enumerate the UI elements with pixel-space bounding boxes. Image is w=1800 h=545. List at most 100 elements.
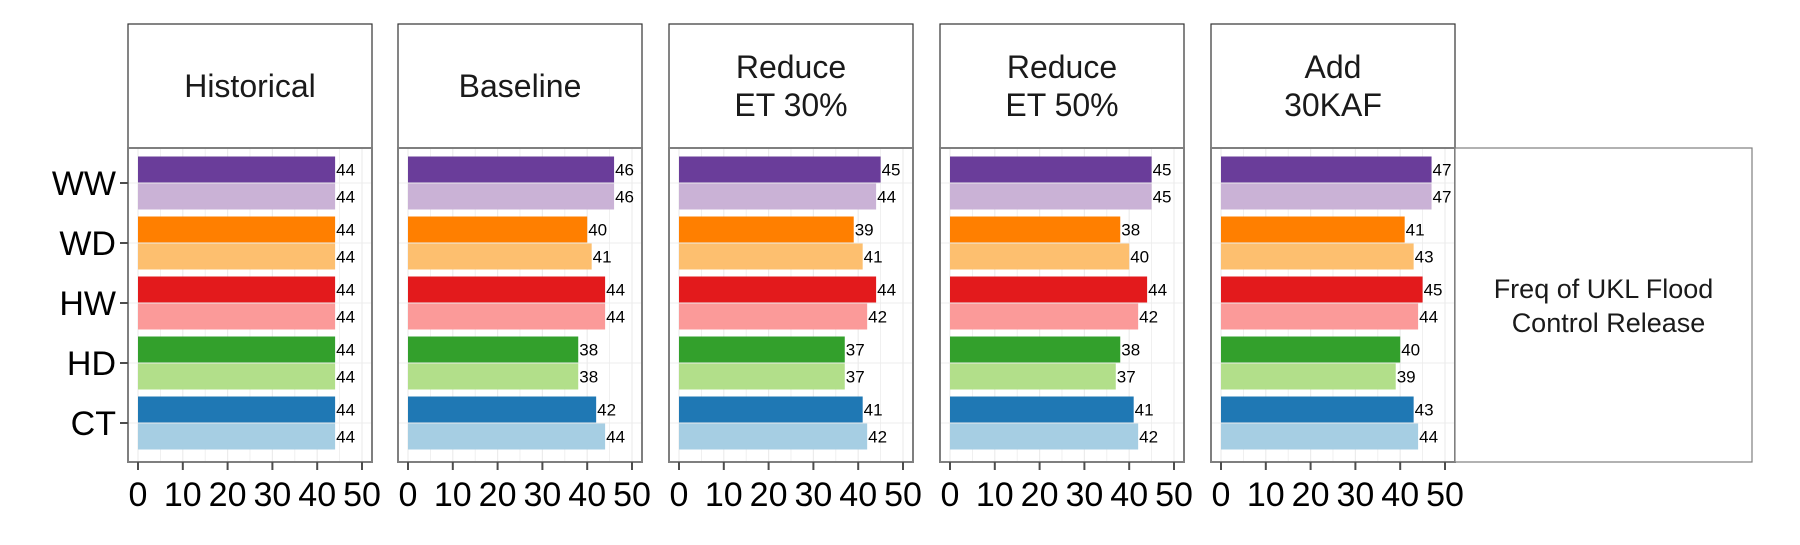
data-label: 37	[846, 341, 865, 360]
data-label: 44	[336, 428, 355, 447]
x-tick-label: 20	[209, 476, 247, 514]
panel-border	[127, 147, 373, 463]
data-label: 41	[1406, 221, 1425, 240]
bar-ww-2	[679, 183, 877, 210]
data-label: 42	[597, 401, 616, 420]
data-label: 43	[1415, 248, 1434, 267]
x-tick-label: 30	[1336, 476, 1374, 514]
data-label: 44	[336, 221, 355, 240]
bar-wd-2	[408, 243, 592, 270]
data-label: 44	[336, 341, 355, 360]
data-label: 44	[1419, 428, 1438, 447]
data-label: 40	[1401, 341, 1420, 360]
bar-hw-1	[1221, 276, 1423, 303]
data-label: 44	[336, 161, 355, 180]
data-label: 38	[1121, 221, 1140, 240]
data-label: 47	[1433, 161, 1452, 180]
bar-hw-1	[408, 276, 606, 303]
bar-ct-1	[679, 396, 863, 423]
bar-hw-2	[408, 303, 606, 330]
data-label: 44	[877, 188, 896, 207]
y-tick-label: WD	[59, 225, 116, 263]
panel-title: Reduce	[736, 49, 846, 85]
x-tick-label: 0	[129, 476, 148, 514]
data-label: 47	[1433, 188, 1452, 207]
data-label: 45	[882, 161, 901, 180]
bar-ww-2	[1221, 183, 1432, 210]
x-tick-label: 10	[164, 476, 202, 514]
x-tick-label: 50	[1426, 476, 1464, 514]
data-label: 44	[1148, 281, 1167, 300]
panel-strip	[397, 23, 643, 149]
x-tick-label: 0	[941, 476, 960, 514]
x-tick-label: 10	[434, 476, 472, 514]
data-label: 44	[336, 248, 355, 267]
x-tick-label: 0	[399, 476, 418, 514]
bar-wd-2	[950, 243, 1130, 270]
data-label: 44	[336, 401, 355, 420]
bar-ww-1	[679, 156, 881, 183]
bar-wd-2	[679, 243, 863, 270]
data-label: 41	[593, 248, 612, 267]
data-label: 44	[606, 308, 625, 327]
x-tick-label: 0	[670, 476, 689, 514]
bar-hd-2	[1221, 363, 1396, 390]
data-label: 40	[588, 221, 607, 240]
data-label: 44	[336, 368, 355, 387]
bar-ww-1	[1221, 156, 1432, 183]
bar-wd-1	[408, 216, 588, 243]
bar-wd-2	[138, 243, 336, 270]
data-label: 39	[1397, 368, 1416, 387]
x-tick-label: 20	[1292, 476, 1330, 514]
x-tick-label: 30	[1065, 476, 1103, 514]
panel-strip	[1210, 23, 1456, 149]
panel-title: Baseline	[459, 68, 582, 104]
bar-ct-1	[950, 396, 1134, 423]
bar-hd-1	[679, 336, 845, 363]
bar-ww-1	[950, 156, 1152, 183]
data-label: 43	[1415, 401, 1434, 420]
panel-title: Add	[1305, 49, 1362, 85]
x-tick-label: 10	[1247, 476, 1285, 514]
panel-title: Reduce	[1007, 49, 1117, 85]
x-tick-label: 40	[1110, 476, 1148, 514]
data-label: 39	[855, 221, 874, 240]
row-strip-label: Freq of UKL Flood	[1494, 274, 1714, 304]
x-tick-label: 30	[523, 476, 561, 514]
bar-hd-2	[408, 363, 579, 390]
data-label: 42	[868, 308, 887, 327]
bar-wd-2	[1221, 243, 1414, 270]
data-label: 44	[606, 428, 625, 447]
x-tick-label: 50	[343, 476, 381, 514]
data-label: 46	[615, 188, 634, 207]
bar-ww-1	[138, 156, 336, 183]
data-label: 44	[336, 188, 355, 207]
panel-title: ET 30%	[734, 87, 847, 123]
data-label: 42	[868, 428, 887, 447]
data-label: 42	[1139, 308, 1158, 327]
panel-border	[939, 147, 1185, 463]
data-label: 45	[1153, 188, 1172, 207]
x-tick-label: 20	[1021, 476, 1059, 514]
panel-title: 30KAF	[1284, 87, 1382, 123]
data-label: 44	[336, 308, 355, 327]
x-tick-label: 30	[253, 476, 291, 514]
data-label: 44	[336, 281, 355, 300]
data-label: 38	[579, 341, 598, 360]
bar-hd-1	[138, 336, 336, 363]
x-tick-label: 20	[479, 476, 517, 514]
x-tick-label: 40	[298, 476, 336, 514]
bar-hd-2	[679, 363, 845, 390]
bar-hw-1	[138, 276, 336, 303]
bar-wd-1	[138, 216, 336, 243]
y-tick-label: HW	[59, 285, 116, 323]
bar-ww-2	[408, 183, 615, 210]
data-label: 37	[846, 368, 865, 387]
bar-ct-2	[138, 423, 336, 450]
bar-ww-2	[138, 183, 336, 210]
data-label: 44	[877, 281, 896, 300]
bar-hd-1	[408, 336, 579, 363]
x-tick-label: 0	[1212, 476, 1231, 514]
panel-title: ET 50%	[1005, 87, 1118, 123]
